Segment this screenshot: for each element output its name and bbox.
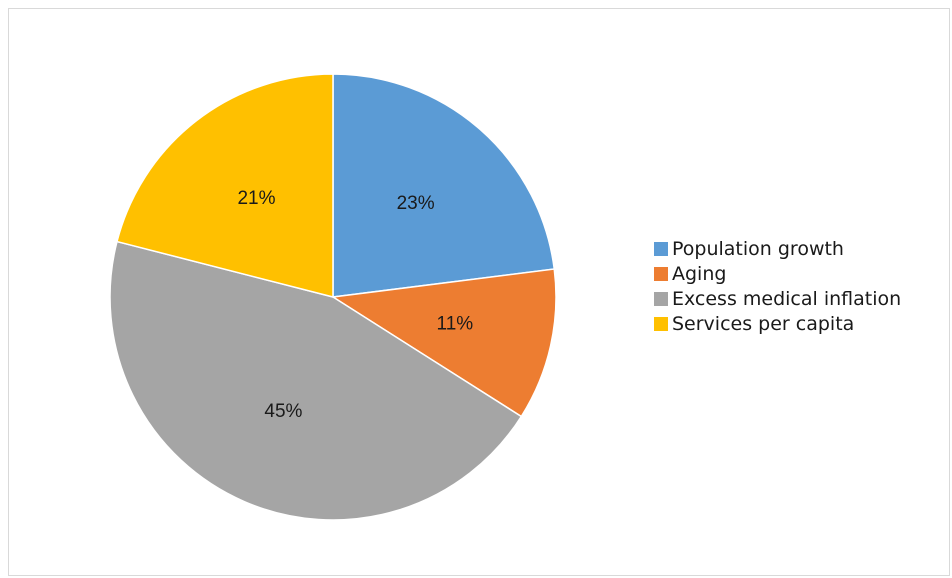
pie-slice-services-per-capita [116,73,334,298]
pie-slices [109,73,557,521]
data-label-aging: 11% [437,314,474,335]
pie-data-labels: 23% 11% 45% 21% [237,188,473,422]
legend-swatch [654,266,668,281]
legend-swatch [654,241,668,256]
legend-item-services-per-capita: Services per capita [654,311,901,336]
legend-label: Population growth [672,237,844,260]
legend: Population growth Aging Excess medical i… [654,236,901,336]
legend-swatch [654,316,668,331]
pie-slice-excess-medical-inflation [109,240,523,521]
pie-slice-population-growth [332,73,556,298]
data-label-services-per-capita: 21% [237,188,275,209]
legend-item-excess-medical-inflation: Excess medical inflation [654,286,901,311]
pie-slice-aging [330,268,557,418]
legend-label: Services per capita [672,312,855,335]
data-label-population-growth: 23% [397,193,435,214]
legend-item-aging: Aging [654,261,901,286]
legend-label: Aging [672,262,727,285]
legend-item-population-growth: Population growth [654,236,901,261]
data-label-excess-medical-inflation: 45% [264,401,302,422]
legend-swatch [654,291,668,306]
legend-label: Excess medical inflation [672,287,902,310]
